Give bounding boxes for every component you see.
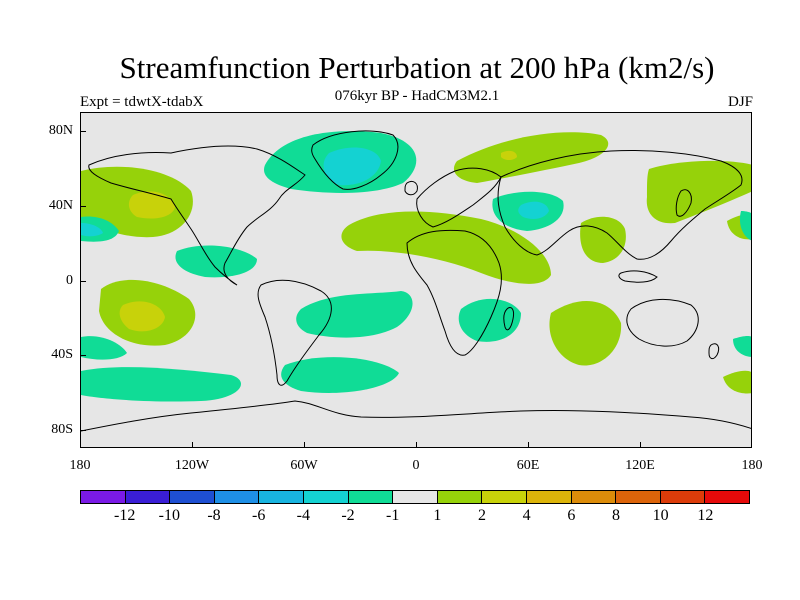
anomaly-pos-west-pacific	[646, 160, 751, 224]
colorbar-label: -2	[341, 507, 355, 524]
lon-label-120e: 120E	[625, 458, 655, 473]
lat-label-0: 0	[66, 273, 73, 288]
colorbar	[80, 490, 750, 504]
lat-tick	[80, 131, 86, 132]
anomaly-neg-tropical-atlantic	[296, 291, 413, 338]
map-panel	[80, 112, 752, 448]
colorbar-label: -12	[113, 507, 136, 524]
season-label: DJF	[727, 94, 753, 110]
coast-madagascar	[503, 306, 514, 331]
lat-tick	[80, 430, 86, 431]
colorbar-label: 6	[567, 507, 576, 524]
colorbar-swatch	[437, 491, 483, 503]
anomaly-pos-north-atlantic-band	[341, 211, 551, 284]
coast-africa	[406, 229, 502, 356]
lon-label-60e: 60E	[516, 458, 540, 473]
colorbar-swatch	[81, 491, 126, 503]
lat-tick	[80, 206, 86, 207]
anomaly-pos-south-pacific-core	[119, 301, 165, 332]
lat-label-80n: 80N	[48, 123, 73, 138]
anomaly-neg-central-asia-core	[518, 201, 549, 219]
lat-label-40n: 40N	[48, 198, 73, 213]
lon-tick	[304, 442, 305, 448]
lat-tick	[80, 281, 86, 282]
experiment-label: Expt = tdwtX-tdabX	[80, 94, 204, 110]
lat-tick	[80, 355, 86, 356]
coast-greenland	[311, 130, 399, 190]
colorbar-label: -8	[207, 507, 221, 524]
coast-new-zealand	[708, 343, 720, 360]
coastlines	[81, 130, 751, 432]
colorbar-label: 8	[612, 507, 620, 524]
anomaly-neg-southern-ocean-sw	[81, 367, 241, 402]
colorbar-swatch	[616, 491, 661, 503]
lon-label-180w: 180	[69, 458, 91, 473]
streamfunction-map	[81, 130, 751, 432]
coast-north-america	[88, 145, 306, 286]
lon-tick	[416, 442, 417, 448]
anomaly-pos-eurasia-north	[453, 132, 609, 183]
anomaly-neg-southern-ocean-west	[81, 336, 127, 360]
lon-tick	[640, 442, 641, 448]
colorbar-label: 4	[522, 507, 531, 524]
anomaly-pos-eurasia-spot	[501, 150, 517, 160]
colorbar-swatch	[393, 491, 438, 503]
colorbar-label: -1	[385, 507, 400, 524]
anomaly-pos-indian-ocean	[549, 300, 622, 366]
coast-europe	[416, 167, 502, 228]
colorbar-swatch	[214, 491, 260, 503]
anomaly-pos-south-asia	[580, 216, 626, 263]
colorbar-swatch	[259, 491, 304, 503]
colorbar-swatch	[705, 491, 749, 503]
coast-asia	[497, 149, 743, 260]
colorbar-swatch	[348, 491, 394, 503]
anomaly-neg-south-atlantic	[281, 357, 399, 393]
colorbar-label: 12	[697, 507, 714, 524]
colorbar-label: -4	[296, 507, 310, 524]
plot-title: Streamfunction Perturbation at 200 hPa (…	[119, 50, 715, 85]
anomaly-neg-greenland-core	[323, 147, 381, 186]
anomaly-neg-southern-ocean-se	[733, 336, 751, 357]
colorbar-label: -6	[251, 507, 266, 524]
colorbar-label: 2	[478, 507, 486, 524]
coast-antarctica	[81, 400, 751, 432]
anomaly-neg-west-pacific-edge-core	[81, 223, 103, 237]
lon-label-60w: 60W	[290, 458, 318, 473]
anomaly-neg-east-pacific-edge	[740, 211, 751, 241]
anomaly-pos-north-pacific-core	[128, 191, 175, 219]
anomaly-fields	[81, 131, 751, 402]
anomaly-pos-south-pacific-east	[723, 370, 751, 394]
lon-tick	[192, 442, 193, 448]
colorbar-swatch	[482, 491, 527, 503]
coast-japan	[675, 189, 692, 217]
lat-label-40s: 40S	[51, 347, 73, 362]
lon-tick	[528, 442, 529, 448]
lon-label-120w: 120W	[174, 458, 210, 473]
period-model-label: 076kyr BP - HadCM3M2.1	[334, 88, 500, 104]
colorbar-swatch	[170, 491, 215, 503]
coast-australia	[626, 298, 699, 347]
colorbar-label: -10	[158, 507, 180, 524]
coast-indonesia	[618, 270, 658, 283]
colorbar-swatch	[526, 491, 572, 503]
coast-south-america	[257, 279, 332, 386]
coast-uk	[404, 180, 418, 196]
colorbar-label: 10	[652, 507, 669, 524]
anomaly-neg-tropical-east-pacific	[175, 245, 257, 278]
lon-label-180e: 180	[741, 458, 763, 473]
colorbar-swatch	[571, 491, 617, 503]
lat-label-80s: 80S	[51, 422, 73, 437]
colorbar-swatch	[660, 491, 706, 503]
colorbar-swatch	[303, 491, 349, 503]
colorbar-swatch	[125, 491, 171, 503]
colorbar-label: 1	[433, 507, 442, 524]
lon-label-0: 0	[412, 458, 420, 473]
